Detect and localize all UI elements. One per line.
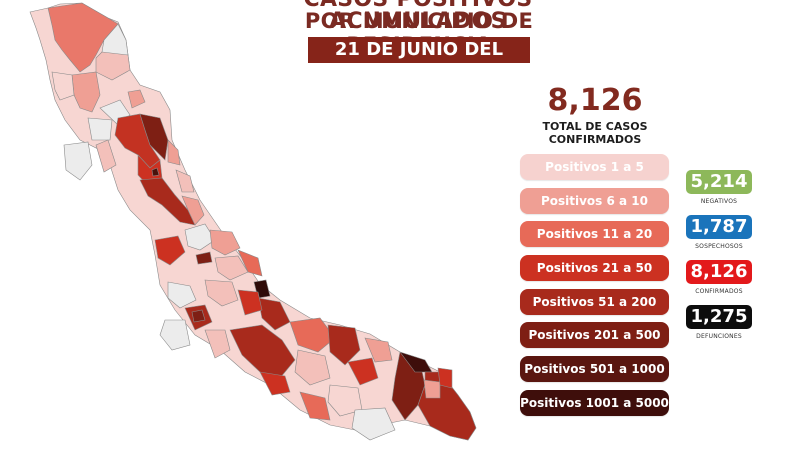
stat-sospechosos-label: SOSPECHOSOS [695,243,743,250]
stat-confirmados: 8,126 CONFIRMADOS [686,260,752,296]
stat-confirmados-label: CONFIRMADOS [695,288,743,295]
stat-confirmados-value: 8,126 [686,260,752,284]
stat-negativos-value: 5,214 [686,170,752,194]
stat-defunciones: 1,275 DEFUNCIONES [686,305,752,341]
stat-negativos-label: NEGATIVOS [700,198,738,205]
legend-item-6-10: Positivos 6 a 10 [520,187,669,214]
title-line-1: CASOS POSITIVOS ACUMULADOS [304,0,533,34]
stat-sospechosos: 1,787 SOSPECHOSOS [686,215,752,251]
stat-negativos: 5,214 NEGATIVOS [686,170,752,206]
stats-panel: 5,214 NEGATIVOS 1,787 SOSPECHOSOS 8,126 … [686,170,752,350]
total-label-line-2: CONFIRMADOS [548,133,642,146]
map-legend: Positivos 1 a 5 Positivos 6 a 10 Positiv… [520,154,669,424]
stat-sospechosos-value: 1,787 [686,215,752,239]
legend-item-21-50: Positivos 21 a 50 [520,255,669,282]
total-confirmed-label: TOTAL DE CASOS CONFIRMADOS [530,120,660,146]
stat-defunciones-value: 1,275 [686,305,752,329]
legend-item-501-1000: Positivos 501 a 1000 [520,356,669,383]
legend-item-201-500: Positivos 201 a 500 [520,322,669,349]
total-confirmed-number: 8,126 [547,83,643,118]
choropleth-map [29,2,477,441]
stat-defunciones-label: DEFUNCIONES [696,333,742,340]
legend-item-1-5: Positivos 1 a 5 [520,154,669,180]
legend-item-11-20: Positivos 11 a 20 [520,221,669,248]
legend-item-51-200: Positivos 51 a 200 [520,288,669,315]
date-badge: 21 DE JUNIO DEL 2020 [308,37,530,86]
total-label-line-1: TOTAL DE CASOS [542,120,648,133]
legend-item-1001-5000: Positivos 1001 a 5000 [520,389,669,416]
